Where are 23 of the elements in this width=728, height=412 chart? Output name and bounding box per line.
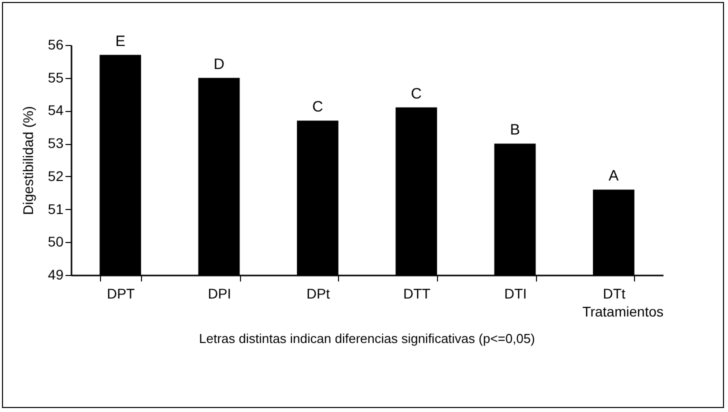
y-tick-label: 53 (48, 135, 64, 152)
annotation: B (510, 122, 520, 139)
x-tick-label: DPt (306, 286, 330, 302)
y-tick-label: 50 (48, 234, 64, 250)
x-tick-label: DPT (106, 286, 136, 302)
annotation: C (410, 85, 422, 102)
y-tick-label: 54 (48, 102, 64, 118)
x-tick-label: DTT (403, 286, 431, 302)
text: Letras distintas indican diferencias significativas (p<=0,05) (198, 331, 536, 346)
annotation: E (115, 32, 126, 50)
annotation: C (312, 98, 324, 116)
y-tick-label: 49 (48, 266, 64, 282)
y-tick-label: 51 (48, 200, 64, 217)
x-axis-title: Tratamientos (582, 304, 664, 320)
y-tick-label: 56 (48, 36, 64, 52)
y-tick-label: 52 (48, 168, 64, 184)
annotation: D (214, 56, 225, 73)
y-axis-title: Digestibilidad (%) (20, 106, 36, 215)
x-tick-label: DTI (504, 286, 527, 302)
y-tick-label: 55 (48, 69, 64, 86)
x-tick-label: DPI (208, 286, 232, 302)
annotation: A (608, 168, 619, 185)
x-tick-label: DTt (602, 286, 626, 302)
